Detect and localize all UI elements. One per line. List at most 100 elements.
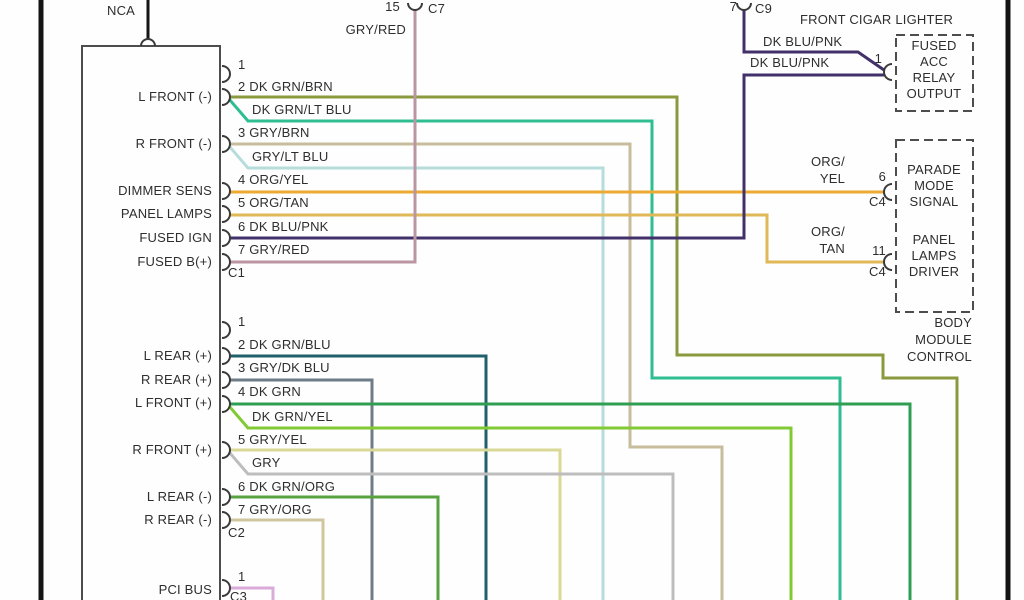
conn-arc-c9 bbox=[736, 2, 752, 11]
wire-gry-red bbox=[229, 10, 417, 264]
pin-arc-c1-7 bbox=[221, 253, 231, 271]
lbl-c2-pin-7: 7 GRY/ORG bbox=[238, 502, 312, 517]
lbl-c2-pin-3: 3 GRY/DK BLU bbox=[238, 360, 330, 375]
pin-arc-c2-4 bbox=[221, 395, 231, 413]
lbl-relay-line-4: OUTPUT bbox=[906, 86, 962, 101]
lbl-l-rear-pos: L REAR (+) bbox=[143, 348, 212, 363]
pin-arc-c1-1 bbox=[221, 65, 231, 83]
lbl-c2-pin-5: 5 GRY/YEL bbox=[238, 432, 307, 447]
lbl-org-tan-r2: TAN bbox=[819, 241, 845, 256]
lbl-gry-red-top: GRY/RED bbox=[345, 22, 406, 37]
wire-dk-grn-org bbox=[229, 495, 440, 600]
lbl-c1-pin-3: 3 GRY/BRN bbox=[238, 125, 310, 140]
pin-arc-c1-6 bbox=[221, 229, 231, 247]
lbl-r-front-pos: R FRONT (+) bbox=[132, 442, 212, 457]
lbl-parade-line-3: SIGNAL bbox=[909, 194, 959, 209]
lbl-c3-pin-1: 1 bbox=[238, 569, 246, 584]
lbl-pci-bus: PCI BUS bbox=[158, 582, 212, 597]
lbl-c4-pin-11: 11 bbox=[872, 243, 886, 258]
wire-gry-dk-blu bbox=[229, 378, 374, 600]
wire-dk-grn-lt-blu bbox=[227, 98, 842, 600]
pin-arc-c4-6 bbox=[883, 183, 893, 201]
lbl-relay-line-3: RELAY bbox=[912, 70, 956, 85]
lbl-dk-blu-pnk-2: DK BLU/PNK bbox=[750, 55, 830, 70]
lbl-panel-line-2: LAMPS bbox=[911, 248, 957, 263]
lbl-panel-line-3: DRIVER bbox=[908, 264, 960, 279]
lbl-c1-pin-1: 1 bbox=[238, 57, 246, 72]
lbl-c3: C3 bbox=[230, 589, 248, 600]
wire-gry-org bbox=[229, 518, 325, 600]
lbl-relay-line-2: ACC bbox=[919, 54, 949, 69]
lbl-dk-blu-pnk-1: DK BLU/PNK bbox=[763, 34, 843, 49]
lbl-c2-pin-6: 6 DK GRN/ORG bbox=[238, 479, 336, 494]
lbl-bmc-line-1: BODY bbox=[934, 315, 972, 330]
lbl-c2-pin-5b: GRY bbox=[252, 455, 281, 470]
wire-dk-grn-brn bbox=[229, 95, 959, 600]
lbl-panel-lamps: PANEL LAMPS bbox=[120, 206, 212, 221]
wire-gry-brn bbox=[229, 142, 724, 600]
lbl-relay-pin-1: 1 bbox=[874, 51, 882, 66]
pin-arc-c1-5 bbox=[221, 205, 231, 223]
lbl-l-rear-neg: L REAR (-) bbox=[146, 489, 212, 504]
conn-arc-c7 bbox=[407, 2, 423, 11]
lbl-l-front-neg: L FRONT (-) bbox=[138, 89, 212, 104]
lbl-c1-pin-7: 7 GRY/RED bbox=[238, 242, 310, 257]
lbl-c4-pin-6: 6 bbox=[878, 169, 886, 184]
lbl-c4-a: C4 bbox=[868, 194, 886, 209]
wire-gry-yel bbox=[229, 448, 562, 600]
pin-arc-c1-3 bbox=[221, 135, 231, 153]
lbl-c1-pin-6: 6 DK BLU/PNK bbox=[238, 219, 329, 234]
lbl-c1-pin-4: 4 ORG/YEL bbox=[238, 172, 309, 187]
wire-org-tan bbox=[229, 213, 884, 264]
lbl-parade-line-1: PARADE bbox=[907, 162, 961, 177]
pin-arc-c1-4 bbox=[221, 182, 231, 200]
lbl-c2-pin-1: 1 bbox=[238, 314, 246, 329]
wire-gry-lt-blu bbox=[227, 145, 605, 600]
lbl-c2-pin-2: 2 DK GRN/BLU bbox=[238, 337, 331, 352]
lbl-c9-pin: 7 bbox=[729, 0, 737, 14]
lbl-c7: C7 bbox=[428, 1, 446, 16]
lbl-c1-pin-3b: GRY/LT BLU bbox=[252, 149, 329, 164]
lbl-c1: C1 bbox=[228, 265, 246, 280]
pin-arc-c2-3 bbox=[221, 371, 231, 389]
lbl-panel-line-1: PANEL bbox=[912, 232, 956, 247]
wire-dk-grn bbox=[229, 402, 912, 600]
wire-dk-blu-pnk-ign bbox=[229, 73, 884, 240]
lbl-bmc-line-3: CONTROL bbox=[907, 349, 972, 364]
lbl-org-tan-r1: ORG/ bbox=[810, 224, 845, 239]
lbl-r-rear-neg: R REAR (-) bbox=[144, 512, 212, 527]
lbl-c1-pin-5: 5 ORG/TAN bbox=[238, 195, 309, 210]
lbl-c9: C9 bbox=[755, 1, 773, 16]
pin-arc-c2-1 bbox=[221, 321, 231, 339]
radio-box bbox=[81, 45, 221, 600]
pin-arc-c2-6 bbox=[221, 488, 231, 506]
lbl-front-cigar-lighter: FRONT CIGAR LIGHTER bbox=[800, 12, 954, 27]
lbl-c2-pin-4: 4 DK GRN bbox=[238, 384, 302, 399]
fused-acc-relay-output-box bbox=[895, 34, 974, 112]
wire-gry bbox=[227, 451, 675, 600]
lbl-r-front-neg: R FRONT (-) bbox=[135, 136, 212, 151]
pin-arc-c2-5 bbox=[221, 441, 231, 459]
pin-arc-c2-2 bbox=[221, 347, 231, 365]
wire-dk-grn-blu bbox=[229, 354, 488, 600]
lbl-org-yel-r1: ORG/ bbox=[810, 154, 845, 169]
lbl-c7-pin: 15 bbox=[385, 0, 400, 14]
lbl-bmc-line-2: MODULE bbox=[915, 332, 972, 347]
pin-arc-relay-1 bbox=[883, 63, 893, 81]
lbl-fused-b: FUSED B(+) bbox=[137, 254, 212, 269]
pin-arc-c1-2 bbox=[221, 88, 231, 106]
body-module-control-box bbox=[895, 139, 974, 313]
pin-arc-c2-7 bbox=[221, 511, 231, 529]
lbl-c4-b: C4 bbox=[868, 264, 886, 279]
lbl-org-yel-r2: YEL bbox=[819, 171, 845, 186]
lbl-dimmer-sens: DIMMER SENS bbox=[118, 183, 212, 198]
lbl-fused-ign: FUSED IGN bbox=[139, 230, 212, 245]
lbl-r-rear-pos: R REAR (+) bbox=[141, 372, 212, 387]
lbl-nca: NCA bbox=[107, 3, 136, 18]
lbl-relay-line-1: FUSED bbox=[911, 38, 957, 53]
lbl-l-front-pos: L FRONT (+) bbox=[135, 395, 212, 410]
pin-arc-c3-1 bbox=[221, 579, 231, 597]
wire-pci-bus bbox=[229, 586, 275, 600]
